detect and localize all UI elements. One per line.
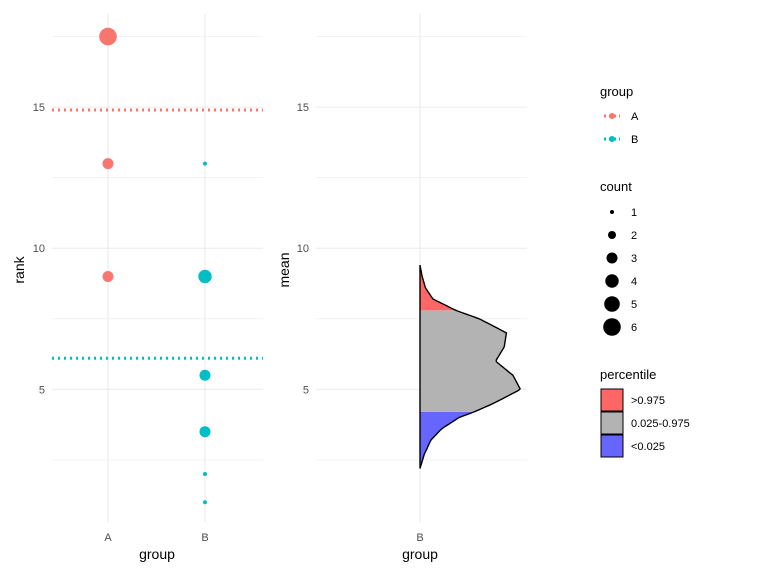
legend-group-a-point xyxy=(609,113,615,119)
legend-count: count 1 2 3 4 5 6 xyxy=(600,179,637,336)
right-y-tick-label: 15 xyxy=(297,102,309,114)
legend-count-3-point xyxy=(606,252,618,264)
legend-percentile-low-swatch xyxy=(600,434,624,458)
rank-point-a xyxy=(102,270,114,282)
left-y-tick-label: 5 xyxy=(39,384,45,396)
legend-percentile-high-label: >0.975 xyxy=(631,395,665,407)
density-band-0025 xyxy=(420,411,474,469)
legend-count-1-label: 1 xyxy=(631,207,637,219)
left-x-tick-label: B xyxy=(201,532,208,544)
rank-point-a xyxy=(102,158,114,170)
legend-group-title: group xyxy=(600,84,633,99)
legend-group-b-label: B xyxy=(631,134,638,146)
legend-count-4-point xyxy=(605,274,619,288)
left-y-tick-label: 15 xyxy=(33,102,45,114)
right-x-axis-title: group xyxy=(402,546,438,562)
density-band-00250975 xyxy=(420,310,521,412)
legend-percentile-mid-label: 0.025-0.975 xyxy=(631,418,690,430)
legend-percentile-high-swatch xyxy=(600,388,624,412)
legend-percentile-low-label: <0.025 xyxy=(631,441,665,453)
legend-percentile-title: percentile xyxy=(600,367,656,382)
legend-count-6-label: 6 xyxy=(631,322,637,334)
mean-panel: 5 10 15 B xyxy=(297,14,527,544)
density-band-0975 xyxy=(420,265,456,311)
legend-group-b-point xyxy=(609,136,615,142)
rank-point-b xyxy=(199,369,211,381)
density-outline xyxy=(419,265,521,469)
right-y-axis-title: mean xyxy=(276,252,292,287)
rank-point-b xyxy=(203,500,207,505)
legend-count-2-label: 2 xyxy=(631,230,637,242)
legend-group: group A B xyxy=(600,84,639,146)
right-y-tick-label: 5 xyxy=(303,384,309,396)
legend-count-6-point xyxy=(603,318,621,336)
legend-count-5-point xyxy=(604,296,620,312)
left-x-axis-title: group xyxy=(139,546,175,562)
legend-count-title: count xyxy=(600,179,632,194)
legend-count-4-label: 4 xyxy=(631,276,637,288)
rank-point-b xyxy=(199,426,211,438)
rank-point-b xyxy=(203,472,207,477)
rank-point-a xyxy=(99,27,117,46)
right-y-tick-label: 10 xyxy=(297,243,309,255)
legend-count-2-point xyxy=(608,231,616,239)
left-x-tick-label: A xyxy=(104,532,112,544)
rank-point-b xyxy=(198,269,212,284)
rank-panel: 5 10 15 A B xyxy=(33,14,263,544)
left-y-axis-title: rank xyxy=(11,255,27,283)
legend-count-3-label: 3 xyxy=(631,253,637,265)
left-y-tick-label: 10 xyxy=(33,243,45,255)
legend-percentile-mid-swatch xyxy=(600,411,624,435)
legend-percentile: percentile >0.975 0.025-0.975 <0.025 xyxy=(600,367,690,458)
right-x-tick-label: B xyxy=(416,532,423,544)
legend-count-1-point xyxy=(610,210,614,214)
legend-group-a-label: A xyxy=(631,111,639,123)
rank-point-b xyxy=(203,161,207,166)
legend-count-5-label: 5 xyxy=(631,299,637,311)
